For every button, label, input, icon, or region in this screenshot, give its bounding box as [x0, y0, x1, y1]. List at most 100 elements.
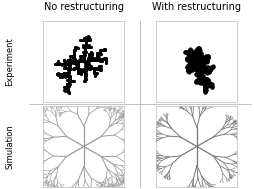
Point	[192, 65, 196, 68]
Point	[104, 59, 108, 62]
Point	[188, 57, 193, 60]
Point	[97, 54, 101, 57]
Point	[68, 60, 72, 63]
Point	[185, 56, 189, 59]
Point	[189, 49, 193, 52]
Point	[55, 72, 59, 75]
Point	[204, 79, 209, 82]
Point	[81, 45, 85, 48]
Point	[198, 70, 202, 73]
Point	[210, 82, 214, 85]
Point	[73, 61, 77, 64]
Point	[62, 72, 66, 75]
Point	[188, 49, 192, 52]
Point	[63, 88, 67, 91]
Point	[186, 69, 190, 72]
Point	[56, 60, 60, 63]
Point	[198, 79, 202, 82]
Point	[196, 59, 200, 62]
Point	[199, 74, 203, 77]
Point	[76, 61, 80, 64]
Point	[66, 62, 70, 65]
Point	[190, 66, 194, 69]
Point	[76, 66, 80, 69]
Point	[90, 56, 94, 59]
Point	[197, 79, 201, 82]
Point	[86, 57, 90, 60]
Point	[76, 65, 80, 68]
Point	[66, 59, 70, 62]
Point	[82, 80, 86, 83]
Point	[204, 57, 208, 60]
Point	[103, 48, 107, 51]
Point	[186, 64, 190, 67]
Point	[78, 39, 82, 42]
Point	[84, 50, 88, 53]
Point	[199, 76, 203, 79]
Point	[187, 63, 191, 66]
Point	[190, 63, 194, 66]
Point	[98, 60, 102, 63]
Point	[88, 67, 92, 70]
Point	[92, 70, 96, 73]
Point	[67, 67, 71, 70]
Point	[194, 52, 198, 55]
Point	[195, 60, 199, 63]
Point	[71, 55, 75, 58]
Point	[63, 87, 67, 90]
Point	[199, 64, 203, 67]
Point	[197, 67, 201, 70]
Point	[197, 65, 201, 68]
Point	[194, 81, 198, 84]
Point	[202, 78, 206, 81]
Point	[97, 53, 101, 56]
Point	[57, 61, 61, 64]
Point	[196, 71, 200, 74]
Point	[194, 73, 198, 76]
Point	[191, 64, 195, 67]
Point	[62, 66, 66, 69]
Point	[209, 84, 213, 88]
Point	[207, 82, 211, 85]
Point	[65, 87, 69, 90]
Point	[71, 56, 75, 59]
Point	[207, 66, 211, 69]
Point	[204, 55, 208, 58]
Point	[66, 78, 70, 81]
Point	[183, 51, 187, 54]
Point	[205, 66, 209, 69]
Point	[83, 45, 87, 48]
Point	[197, 66, 201, 69]
Point	[196, 73, 200, 76]
Point	[70, 55, 74, 58]
Point	[77, 60, 81, 63]
Point	[87, 44, 91, 47]
Point	[76, 66, 80, 69]
Point	[203, 85, 207, 88]
Point	[199, 55, 203, 58]
Point	[188, 52, 192, 55]
Point	[203, 84, 207, 87]
Point	[194, 59, 198, 62]
Point	[95, 51, 99, 54]
Point	[81, 69, 85, 72]
Point	[102, 48, 106, 51]
Point	[207, 55, 211, 58]
Point	[197, 66, 201, 69]
Point	[203, 86, 207, 89]
Point	[82, 54, 86, 57]
Point	[63, 72, 67, 75]
Point	[209, 66, 213, 69]
Point	[88, 39, 92, 42]
Point	[192, 59, 196, 62]
Point	[63, 61, 67, 64]
Point	[207, 69, 211, 72]
Point	[84, 66, 88, 69]
Point	[63, 62, 67, 65]
Point	[202, 63, 206, 66]
Point	[89, 50, 93, 53]
Point	[186, 66, 190, 69]
Point	[191, 63, 195, 66]
Point	[89, 65, 93, 68]
Point	[200, 77, 204, 80]
